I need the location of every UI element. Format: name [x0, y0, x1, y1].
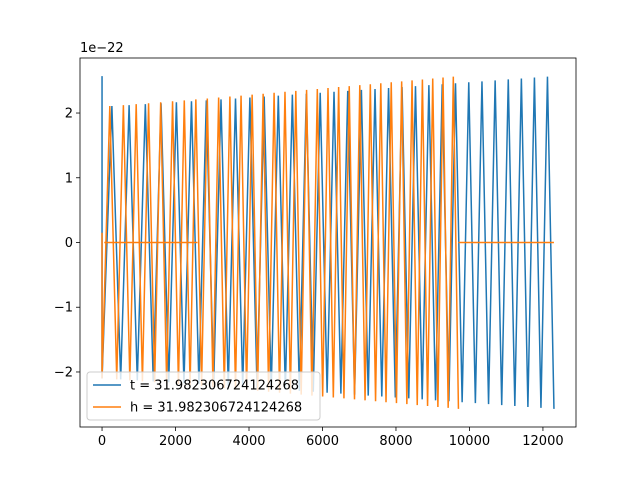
- y-tick-label: 2: [65, 107, 73, 122]
- legend-label: h = 31.982306724124268: [130, 401, 302, 416]
- legend: t = 31.982306724124268 h = 31.98230672412…: [86, 371, 321, 421]
- series-layer: [101, 76, 555, 409]
- x-tick-label: 0: [98, 434, 106, 449]
- x-tick-label: 10000: [449, 434, 490, 449]
- series-line-1: [101, 76, 460, 409]
- x-tick-label: 2000: [159, 434, 192, 449]
- legend-label: t = 31.982306724124268: [130, 379, 299, 394]
- x-tick-label: 6000: [306, 434, 339, 449]
- y-tick-label: 1: [65, 171, 73, 186]
- x-tick-label: 12000: [522, 434, 563, 449]
- y-tick-label: −1: [54, 301, 73, 316]
- x-tick-label: 8000: [379, 434, 412, 449]
- y-axis: −2 −1 0 1 2: [54, 107, 80, 380]
- x-axis: 0 2000 4000 6000 8000 10000 12000: [98, 427, 564, 449]
- legend-box: [86, 371, 321, 421]
- x-tick-label: 4000: [232, 434, 265, 449]
- y-scale-offset-label: 1e−22: [80, 41, 124, 56]
- y-tick-label: 0: [65, 236, 73, 251]
- series-line-0: [101, 76, 555, 409]
- y-tick-label: −2: [54, 365, 73, 380]
